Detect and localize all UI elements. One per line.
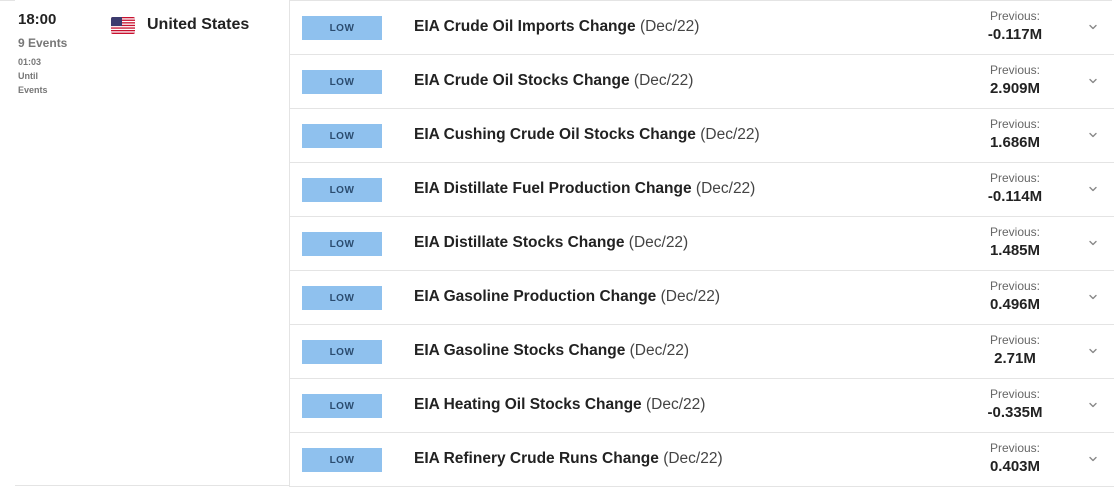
event-list: LOW EIA Crude Oil Imports Change (Dec/22…: [290, 1, 1114, 487]
previous-value-block: Previous: -0.114M: [970, 171, 1060, 205]
chevron-down-icon[interactable]: [1087, 344, 1099, 356]
event-name[interactable]: EIA Cushing Crude Oil Stocks Change (Dec…: [414, 126, 760, 144]
previous-value: -0.117M: [987, 26, 1043, 43]
impact-badge: LOW: [302, 178, 382, 202]
impact-badge: LOW: [302, 394, 382, 418]
event-title: EIA Gasoline Production Change: [414, 288, 657, 305]
event-group-header: 18:00 9 Events 01:03 Until Events United…: [0, 0, 290, 487]
previous-value: -0.114M: [987, 188, 1043, 205]
event-name[interactable]: EIA Gasoline Production Change (Dec/22): [414, 288, 720, 306]
chevron-down-icon[interactable]: [1087, 20, 1099, 32]
countdown: 01:03 Until Events: [18, 55, 48, 97]
divider: [15, 485, 290, 486]
event-title: EIA Refinery Crude Runs Change: [414, 450, 659, 467]
previous-value-block: Previous: 1.686M: [970, 117, 1060, 151]
previous-value-block: Previous: -0.335M: [970, 387, 1060, 421]
event-period: (Dec/22): [660, 288, 721, 305]
impact-badge: LOW: [302, 448, 382, 472]
us-flag-icon: [111, 17, 135, 34]
previous-value-block: Previous: 1.485M: [970, 225, 1060, 259]
event-time: 18:00: [18, 11, 57, 28]
event-row[interactable]: LOW EIA Gasoline Stocks Change (Dec/22) …: [290, 325, 1114, 379]
previous-label: Previous:: [989, 171, 1041, 185]
event-period: (Dec/22): [663, 450, 723, 467]
previous-value-block: Previous: 0.403M: [970, 441, 1060, 475]
event-period: (Dec/22): [645, 396, 706, 413]
impact-badge: LOW: [302, 232, 382, 256]
event-row[interactable]: LOW EIA Distillate Stocks Change (Dec/22…: [290, 217, 1114, 271]
event-period: (Dec/22): [628, 234, 689, 251]
previous-value: 1.485M: [989, 242, 1041, 259]
event-title: EIA Heating Oil Stocks Change: [414, 396, 642, 413]
previous-label: Previous:: [989, 279, 1041, 293]
impact-badge: LOW: [302, 124, 382, 148]
event-period: (Dec/22): [633, 72, 694, 89]
previous-value: -0.335M: [987, 404, 1043, 421]
impact-badge: LOW: [302, 70, 382, 94]
previous-value: 2.71M: [994, 350, 1036, 367]
previous-value-block: Previous: 2.71M: [970, 333, 1060, 367]
chevron-down-icon[interactable]: [1087, 182, 1099, 194]
previous-value: 0.403M: [989, 458, 1041, 475]
previous-label: Previous:: [989, 387, 1041, 401]
chevron-down-icon[interactable]: [1087, 236, 1099, 248]
events-count: 9 Events: [18, 36, 68, 50]
previous-label: Previous:: [989, 63, 1041, 77]
impact-badge: LOW: [302, 340, 382, 364]
chevron-down-icon[interactable]: [1087, 398, 1099, 410]
previous-value: 0.496M: [989, 296, 1041, 313]
chevron-down-icon[interactable]: [1087, 452, 1099, 464]
event-title: EIA Cushing Crude Oil Stocks Change: [414, 126, 696, 143]
countdown-until-label: Until: [18, 71, 38, 81]
event-name[interactable]: EIA Heating Oil Stocks Change (Dec/22): [414, 396, 705, 414]
previous-value-block: Previous: 0.496M: [970, 279, 1060, 313]
event-period: (Dec/22): [639, 18, 700, 35]
previous-value-block: Previous: 2.909M: [970, 63, 1060, 97]
event-name[interactable]: EIA Gasoline Stocks Change (Dec/22): [414, 342, 689, 360]
country-name: United States: [147, 16, 250, 33]
countdown-value: 01:03: [18, 57, 42, 67]
countdown-events-label: Events: [18, 85, 48, 95]
event-row[interactable]: LOW EIA Crude Oil Imports Change (Dec/22…: [290, 1, 1114, 55]
event-name[interactable]: EIA Distillate Stocks Change (Dec/22): [414, 234, 688, 252]
impact-badge: LOW: [302, 286, 382, 310]
event-title: EIA Distillate Stocks Change: [414, 234, 625, 251]
event-name[interactable]: EIA Distillate Fuel Production Change (D…: [414, 180, 755, 198]
previous-label: Previous:: [989, 441, 1041, 455]
event-name[interactable]: EIA Crude Oil Stocks Change (Dec/22): [414, 72, 693, 90]
event-row[interactable]: LOW EIA Cushing Crude Oil Stocks Change …: [290, 109, 1114, 163]
event-row[interactable]: LOW EIA Crude Oil Stocks Change (Dec/22)…: [290, 55, 1114, 109]
event-period: (Dec/22): [695, 180, 756, 197]
previous-label: Previous:: [989, 333, 1041, 347]
event-period: (Dec/22): [629, 342, 690, 359]
event-row[interactable]: LOW EIA Distillate Fuel Production Chang…: [290, 163, 1114, 217]
event-title: EIA Crude Oil Imports Change: [414, 18, 636, 35]
chevron-down-icon[interactable]: [1087, 128, 1099, 140]
event-period: (Dec/22): [700, 126, 760, 143]
previous-value-block: Previous: -0.117M: [970, 9, 1060, 43]
event-row[interactable]: LOW EIA Heating Oil Stocks Change (Dec/2…: [290, 379, 1114, 433]
divider: [0, 0, 15, 1]
previous-value: 2.909M: [989, 80, 1041, 97]
previous-label: Previous:: [989, 9, 1041, 23]
event-name[interactable]: EIA Crude Oil Imports Change (Dec/22): [414, 18, 699, 36]
chevron-down-icon[interactable]: [1087, 74, 1099, 86]
divider: [290, 0, 1112, 1]
event-row[interactable]: LOW EIA Refinery Crude Runs Change (Dec/…: [290, 433, 1114, 487]
event-title: EIA Gasoline Stocks Change: [414, 342, 626, 359]
event-title: EIA Crude Oil Stocks Change: [414, 72, 630, 89]
previous-label: Previous:: [989, 117, 1041, 131]
event-title: EIA Distillate Fuel Production Change: [414, 180, 692, 197]
chevron-down-icon[interactable]: [1087, 290, 1099, 302]
previous-value: 1.686M: [989, 134, 1041, 151]
impact-badge: LOW: [302, 16, 382, 40]
event-row[interactable]: LOW EIA Gasoline Production Change (Dec/…: [290, 271, 1114, 325]
previous-label: Previous:: [989, 225, 1041, 239]
event-name[interactable]: EIA Refinery Crude Runs Change (Dec/22): [414, 450, 723, 468]
